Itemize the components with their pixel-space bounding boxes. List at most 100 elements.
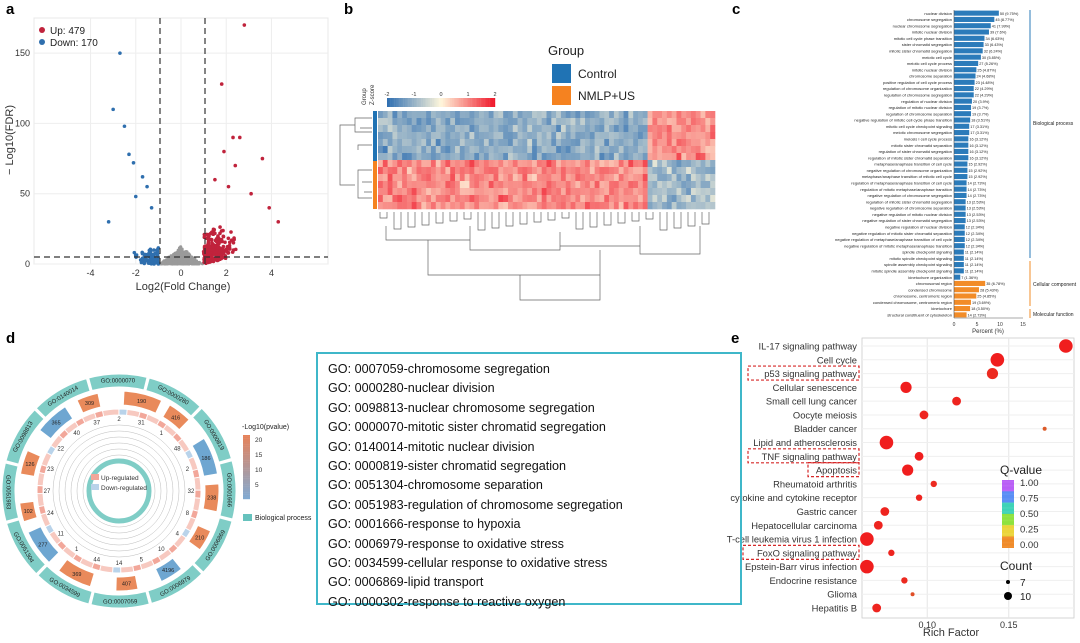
go-bar-value: 7 (1.36%) [961,276,978,280]
qvalue-swatch [1002,518,1014,520]
heatmap-cell [483,153,490,161]
go-bar [954,54,981,60]
kegg-pathway-label: Hepatitis B [812,603,857,614]
heatmap-cell [416,125,422,133]
heatmap-cell [469,188,475,196]
heatmap-cell [493,118,499,126]
heatmap-cell [560,111,567,119]
qvalue-swatch [1002,486,1014,489]
volcano-point [221,234,226,239]
heatmap-cell [426,132,432,140]
go-bar [954,199,966,205]
heatmap-cell [474,118,480,126]
heatmap-cell [594,125,600,133]
qvalue-swatch [1002,513,1014,516]
heatmap-cell [695,125,701,133]
heatmap-cell [695,111,701,119]
heatmap-cell [445,146,451,154]
heatmap-cell [690,118,697,126]
go-bar-category: negative regulation of metaphase/anaphas… [835,237,953,242]
heatmap-cell [666,167,672,175]
heatmap-cell [426,174,432,182]
zscore-tick: 1 [466,92,469,98]
heatmap-cell [411,167,417,175]
heatmap-cell [445,160,451,168]
volcano-point [209,237,214,242]
go-bar-category: regulation of mitotic sister chromatid s… [866,199,952,204]
count-legend-large [1004,592,1012,600]
heatmap-cell [686,125,692,133]
go-bar-xtick: 15 [1020,322,1026,328]
heatmap-cell [657,132,663,140]
heatmap-cell [440,132,446,140]
heatmap-cell [430,125,437,133]
heatmap-cell [382,111,388,119]
heatmap-cell [421,111,427,119]
count-legend-large-label: 10 [1020,592,1032,603]
heatmap-cell [623,111,629,119]
go-bar [954,293,977,299]
heatmap-cell [623,125,629,133]
heatmap-cell [507,202,514,210]
circos-count-label: 369 [72,572,81,578]
heatmap-cell [541,139,547,147]
heatmap-cell [613,188,620,196]
heatmap-cell [483,160,490,168]
heatmap-cell [609,132,615,140]
heatmap-cell [618,174,624,182]
heatmap-cell [642,195,648,203]
circos-inner-value: 44 [93,557,100,563]
zscore-swatch [412,98,415,107]
heatmap-cell [488,125,494,133]
colorbar-swatch [243,468,250,471]
heatmap-cell [662,167,668,175]
heatmap-cell [676,160,682,168]
go-bar [954,136,969,142]
heatmap-cell [479,111,485,119]
go-bar-value: 19 (3.7%) [972,106,989,110]
kegg-dot [901,577,908,584]
zscore-swatch [484,98,487,107]
go-bar-value: 35 (6.78%) [986,282,1005,286]
qvalue-swatch [1002,496,1014,499]
heatmap-cell [517,181,523,189]
colorbar-swatch [243,443,250,445]
heatmap-cell [426,153,432,161]
heatmap-cell [599,125,605,133]
colorbar-swatch [243,449,250,452]
heatmap-cell [681,160,687,168]
heatmap-cell [416,146,422,154]
go-bar-value: 24 (4.68%) [977,75,996,79]
zscore-swatch [462,98,465,107]
circos-count-label: 277 [38,542,47,548]
kegg-dot [888,549,895,557]
heatmap-cell [411,125,417,133]
circos-up-segment [91,562,102,572]
heatmap-cell [536,160,542,168]
heatmap-cell [527,181,533,189]
zscore-swatch [466,98,469,107]
kegg-pathway-label: IL-17 signaling pathway [758,341,857,352]
heatmap-cell [483,132,490,140]
heatmap-cell [710,132,716,140]
go-bar [954,243,965,249]
group-legend-control: Control [578,67,617,81]
heatmap-cell [599,188,605,196]
zscore-swatch [437,98,440,107]
circos-up-segment [112,566,122,574]
heatmap-cell [633,202,639,210]
circos-inner-value: 2 [186,467,190,473]
go-bar [954,255,964,261]
zscore-tick: 0 [439,92,442,98]
heatmap-cell [498,160,504,168]
volcano-point [169,261,173,265]
go-bar [954,35,985,41]
qvalue-swatch [1002,485,1014,487]
heatmap-cell [623,167,629,175]
go-bar-category: mitotic sister chromatid separation [891,143,952,148]
heatmap-cell [637,160,644,168]
kegg-grid [862,338,1074,618]
